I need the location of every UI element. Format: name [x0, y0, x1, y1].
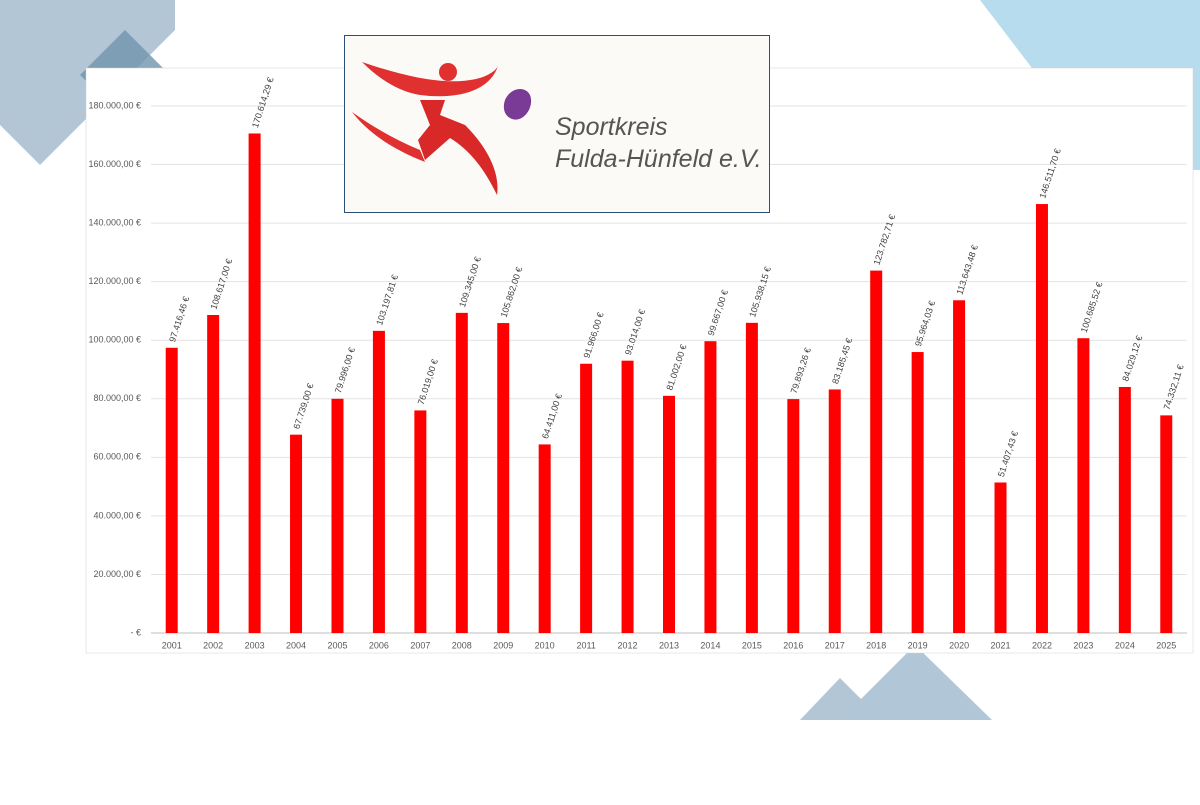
bar [911, 352, 924, 633]
x-tick-label: 2021 [991, 640, 1011, 650]
x-tick-label: 2010 [535, 640, 555, 650]
x-tick-label: 2020 [949, 640, 969, 650]
y-tick-label: 80.000,00 € [93, 393, 141, 403]
x-tick-label: 2018 [866, 640, 886, 650]
y-tick-label: 120.000,00 € [88, 276, 141, 286]
x-tick-label: 2017 [825, 640, 845, 650]
x-tick-label: 2011 [576, 640, 595, 650]
x-tick-label: 2014 [700, 640, 720, 650]
bar [1118, 386, 1131, 633]
x-tick-label: 2009 [493, 640, 513, 650]
logo-text: Sportkreis [555, 113, 668, 141]
bar [663, 395, 675, 633]
bar [207, 314, 220, 633]
y-tick-label: 160.000,00 € [88, 159, 141, 169]
x-tick-label: 2012 [618, 640, 638, 650]
bar [290, 434, 303, 633]
y-tick-label: - € [130, 627, 141, 637]
bar [1035, 204, 1048, 633]
y-tick-label: 60.000,00 € [93, 452, 141, 462]
bar [580, 363, 593, 633]
bar [165, 347, 178, 633]
x-tick-label: 2025 [1156, 640, 1176, 650]
x-tick-label: 2004 [286, 640, 306, 650]
bar [621, 360, 634, 633]
y-tick-label: 20.000,00 € [93, 569, 141, 579]
logo-text: Fulda-Hünfeld e.V. [555, 145, 762, 173]
bar [745, 322, 758, 633]
bar [828, 389, 841, 633]
logo: Sportkreis Fulda-Hünfeld e.V. [344, 35, 770, 213]
bar [704, 341, 717, 633]
bar [1160, 415, 1173, 633]
bar [787, 399, 800, 633]
bar [538, 444, 551, 633]
bar [248, 133, 261, 633]
x-tick-label: 2001 [162, 640, 182, 650]
y-tick-label: 140.000,00 € [88, 217, 141, 227]
bar [414, 410, 427, 633]
bar [953, 300, 966, 633]
x-tick-label: 2024 [1115, 640, 1135, 650]
y-tick-label: 40.000,00 € [93, 510, 141, 520]
bar [372, 330, 385, 633]
x-tick-label: 2005 [327, 640, 347, 650]
x-tick-label: 2016 [783, 640, 803, 650]
x-tick-label: 2013 [659, 640, 679, 650]
y-tick-label: 100.000,00 € [88, 335, 141, 345]
bar [497, 323, 510, 633]
bar [331, 398, 344, 633]
bar [870, 270, 883, 633]
x-tick-label: 2002 [203, 640, 223, 650]
x-tick-label: 2015 [742, 640, 762, 650]
x-tick-label: 2003 [245, 640, 265, 650]
x-tick-label: 2023 [1073, 640, 1093, 650]
x-tick-label: 2019 [908, 640, 928, 650]
y-tick-label: 180.000,00 € [88, 100, 141, 110]
bar [994, 482, 1007, 633]
bar [1077, 338, 1090, 633]
x-tick-label: 2006 [369, 640, 389, 650]
x-tick-label: 2022 [1032, 640, 1052, 650]
x-tick-label: 2007 [410, 640, 430, 650]
bar [455, 312, 468, 633]
x-tick-label: 2008 [452, 640, 472, 650]
